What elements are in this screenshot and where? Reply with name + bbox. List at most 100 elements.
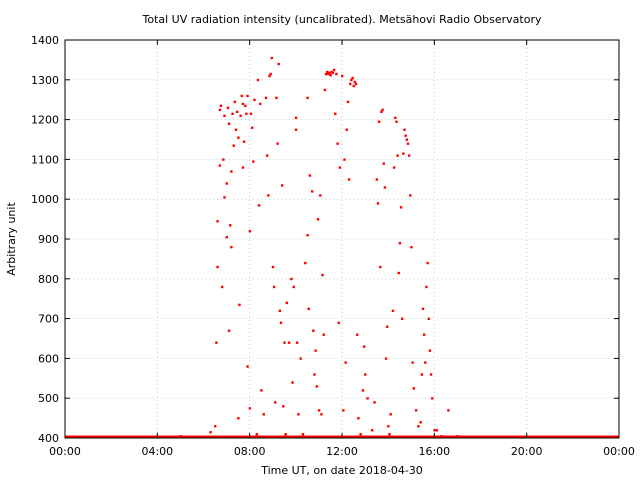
- data-point: [313, 373, 316, 376]
- data-point: [279, 321, 283, 324]
- data-point: [384, 357, 388, 360]
- data-point: [362, 345, 366, 348]
- data-point: [386, 325, 389, 328]
- data-point: [328, 71, 331, 75]
- data-point: [409, 194, 412, 197]
- data-point: [262, 413, 265, 416]
- data-point: [316, 218, 320, 221]
- data-point: [295, 341, 299, 344]
- y-tick-label: 800: [38, 273, 59, 286]
- x-tick-label: 16:00: [418, 445, 450, 458]
- data-point: [347, 178, 351, 181]
- data-point: [229, 224, 232, 227]
- data-point: [282, 405, 285, 408]
- data-point: [429, 373, 433, 376]
- data-point: [271, 265, 275, 269]
- data-point: [320, 413, 323, 416]
- data-point: [407, 154, 411, 157]
- data-point: [366, 397, 369, 400]
- data-point: [257, 204, 261, 207]
- chart-title: Total UV radiation intensity (uncalibrat…: [142, 13, 542, 26]
- data-point: [241, 102, 245, 106]
- data-point: [352, 84, 355, 88]
- data-point: [376, 202, 380, 205]
- data-point: [275, 96, 278, 100]
- data-point: [225, 236, 228, 239]
- data-point: [335, 72, 338, 76]
- data-point: [383, 186, 387, 189]
- data-points: [179, 56, 459, 438]
- data-point: [223, 114, 226, 118]
- data-point: [219, 104, 223, 108]
- data-point: [356, 333, 359, 336]
- data-point: [410, 245, 413, 249]
- data-point: [351, 76, 354, 80]
- data-point: [225, 182, 228, 185]
- data-point: [294, 116, 298, 120]
- data-point: [373, 401, 376, 404]
- data-point: [209, 431, 212, 434]
- data-point: [230, 170, 233, 173]
- data-point: [338, 166, 342, 169]
- data-point: [403, 128, 406, 131]
- y-tick-label: 1400: [31, 34, 59, 47]
- data-point: [398, 241, 402, 245]
- data-point: [422, 333, 426, 336]
- data-point: [419, 421, 422, 424]
- data-point: [332, 68, 336, 72]
- data-point: [245, 112, 248, 116]
- data-point: [336, 142, 339, 145]
- data-point: [301, 433, 305, 436]
- data-point: [285, 301, 288, 305]
- data-point: [278, 309, 282, 313]
- data-point: [314, 349, 317, 352]
- data-point: [402, 152, 405, 155]
- data-point: [342, 409, 345, 412]
- data-point: [394, 116, 397, 120]
- data-point: [411, 361, 414, 364]
- data-point: [244, 104, 247, 108]
- data-point: [319, 194, 322, 197]
- data-point: [322, 333, 325, 336]
- data-point: [242, 140, 246, 143]
- data-point: [321, 273, 324, 277]
- data-point: [389, 413, 392, 416]
- data-point: [399, 206, 403, 209]
- data-point: [343, 158, 346, 161]
- data-point: [405, 138, 409, 141]
- x-tick-labels: 00:00 04:00 08:00 12:00 16:00 20:00 00:00: [49, 445, 635, 458]
- data-point: [248, 407, 252, 410]
- data-point: [259, 102, 262, 106]
- data-point: [220, 285, 224, 289]
- data-point: [364, 373, 367, 376]
- data-point: [380, 110, 383, 114]
- data-point: [379, 265, 382, 269]
- data-point: [310, 190, 314, 193]
- data-point: [227, 122, 231, 125]
- y-axis-label: Arbitrary unit: [5, 202, 18, 276]
- data-point: [268, 74, 271, 78]
- data-point: [353, 80, 357, 84]
- data-point: [256, 78, 260, 82]
- x-tick-label: 00:00: [49, 445, 81, 458]
- data-point: [226, 106, 230, 110]
- data-point: [329, 74, 332, 77]
- data-point: [231, 112, 234, 116]
- data-point: [349, 82, 352, 86]
- data-point: [346, 100, 350, 104]
- data-point: [435, 429, 439, 432]
- data-point: [292, 285, 295, 289]
- data-point: [392, 166, 396, 169]
- data-point: [280, 184, 284, 187]
- data-point: [248, 230, 252, 233]
- y-tick-label: 500: [38, 392, 59, 405]
- data-point: [250, 126, 254, 129]
- data-point: [359, 433, 362, 436]
- data-point: [230, 245, 233, 249]
- y-tick-label: 900: [38, 233, 59, 246]
- data-point: [345, 128, 349, 131]
- data-point: [361, 389, 365, 392]
- data-point: [253, 98, 256, 102]
- data-point: [234, 128, 238, 131]
